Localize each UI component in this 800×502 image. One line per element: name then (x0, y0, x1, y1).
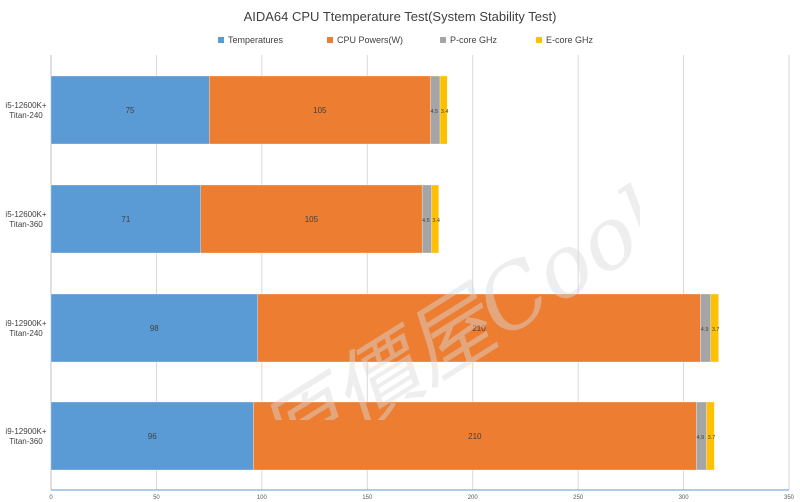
x-tick-label: 0 (49, 495, 53, 501)
legend-item-p-core: P-core GHz (440, 35, 497, 45)
chart-title: AIDA64 CPU Ttemperature Test(System Stab… (243, 9, 557, 24)
bar-segment (50, 401, 254, 471)
bar-segment (431, 184, 439, 254)
bar-segment (439, 75, 448, 145)
data-label: 3.4 (441, 109, 449, 115)
bar-segment (706, 401, 715, 471)
data-label: 4.5 (422, 218, 430, 224)
data-label: 105 (305, 215, 319, 224)
legend-swatch (218, 37, 224, 43)
legend-label: Temperatures (228, 35, 284, 45)
category-label: i5-12600K+ Titan-240 (5, 101, 46, 120)
bar-segment (50, 293, 258, 363)
data-label: 71 (121, 215, 130, 224)
legend-label: E-core GHz (546, 35, 594, 45)
legend-item-temperatures: Temperatures (218, 35, 283, 45)
x-tick-label: 300 (679, 495, 690, 501)
data-label: 96 (148, 432, 157, 441)
data-label: 98 (150, 324, 159, 333)
data-label: 210 (468, 432, 482, 441)
legend-swatch (327, 37, 333, 43)
x-tick-label: 100 (257, 495, 268, 501)
data-label: 3.7 (708, 435, 716, 441)
legend-item-cpu-powers: CPU Powers(W) (327, 35, 403, 45)
bar-segment (208, 75, 431, 145)
category-label: i5-12600K+ Titan-360 (5, 210, 46, 229)
x-tick-label: 250 (573, 495, 584, 501)
data-label: 3.7 (712, 327, 720, 333)
legend-label: P-core GHz (450, 35, 498, 45)
x-tick-label: 50 (153, 495, 160, 501)
legend-label: CPU Powers(W) (337, 35, 404, 45)
data-label: 4.5 (430, 109, 438, 115)
bar-segment (50, 75, 210, 145)
data-label: 75 (126, 106, 135, 115)
data-label: 105 (313, 106, 327, 115)
bar-segment (253, 401, 697, 471)
bar-segment (200, 184, 423, 254)
x-tick-label: 350 (784, 495, 795, 501)
x-tick-label: 200 (468, 495, 479, 501)
category-label: i9-12900K+ Titan-360 (5, 427, 46, 446)
legend-item-e-core: E-core GHz (536, 35, 593, 45)
x-tick-label: 150 (362, 495, 373, 501)
legend: Temperatures CPU Powers(W) P-core GHz E-… (0, 35, 800, 49)
bar-segment (710, 293, 719, 363)
data-label: 4.9 (697, 435, 705, 441)
legend-swatch (536, 37, 542, 43)
bar-segment (50, 184, 201, 254)
data-label: 210 (472, 324, 486, 333)
category-label: i9-12900K+ Titan-240 (5, 319, 46, 338)
legend-swatch (440, 37, 446, 43)
bar-segment (257, 293, 701, 363)
data-label: 4.9 (701, 327, 709, 333)
data-label: 3.4 (432, 218, 440, 224)
